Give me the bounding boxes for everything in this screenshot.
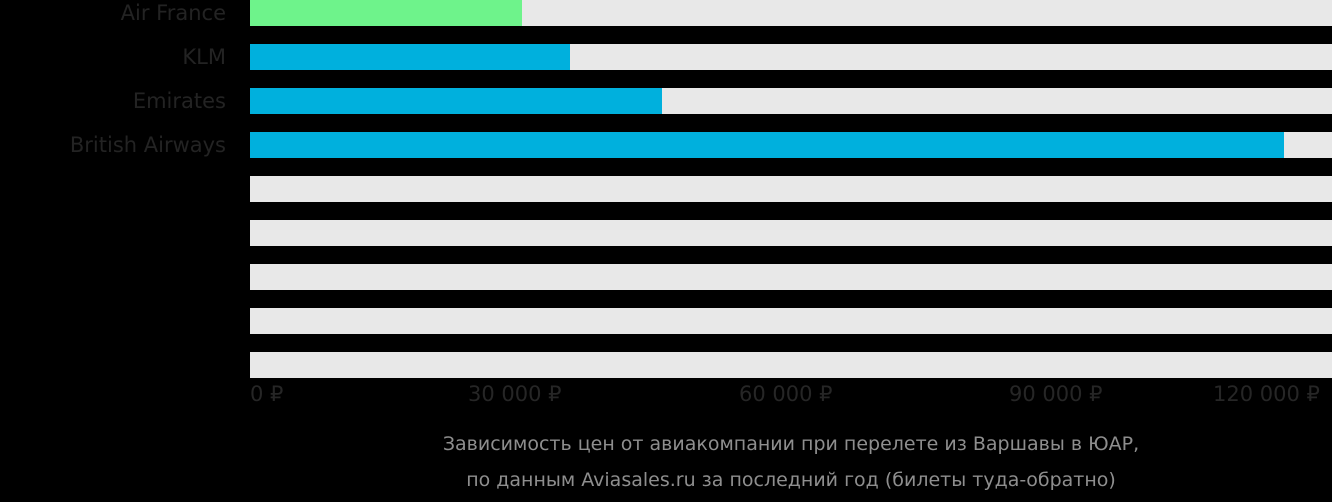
bar-track bbox=[250, 0, 1332, 26]
x-axis-tick-label: 30 000 ₽ bbox=[468, 382, 562, 406]
category-label: British Airways bbox=[69, 133, 226, 157]
bar bbox=[250, 0, 522, 26]
bar-track bbox=[250, 220, 1332, 246]
bar-track bbox=[250, 308, 1332, 334]
bar bbox=[250, 44, 570, 70]
bar-track bbox=[250, 132, 1332, 158]
chart-caption-line-2: по данным Aviasales.ru за последний год … bbox=[466, 469, 1116, 491]
chart-caption-line-1: Зависимость цен от авиакомпании при пере… bbox=[442, 433, 1140, 455]
category-label: Emirates bbox=[132, 89, 226, 113]
x-axis-tick-label: 60 000 ₽ bbox=[739, 382, 833, 406]
category-label: KLM bbox=[182, 45, 226, 69]
x-axis-tick-label: 120 000 ₽ bbox=[1213, 382, 1320, 406]
bar bbox=[250, 132, 1284, 158]
bar-track bbox=[250, 44, 1332, 70]
bar-track bbox=[250, 264, 1332, 290]
bar-track bbox=[250, 176, 1332, 202]
bar bbox=[250, 88, 662, 114]
x-axis-tick-label: 0 ₽ bbox=[250, 382, 284, 406]
bar-track bbox=[250, 352, 1332, 378]
category-label: Air France bbox=[120, 1, 226, 25]
x-axis-tick-label: 90 000 ₽ bbox=[1009, 382, 1103, 406]
bar-track bbox=[250, 88, 1332, 114]
